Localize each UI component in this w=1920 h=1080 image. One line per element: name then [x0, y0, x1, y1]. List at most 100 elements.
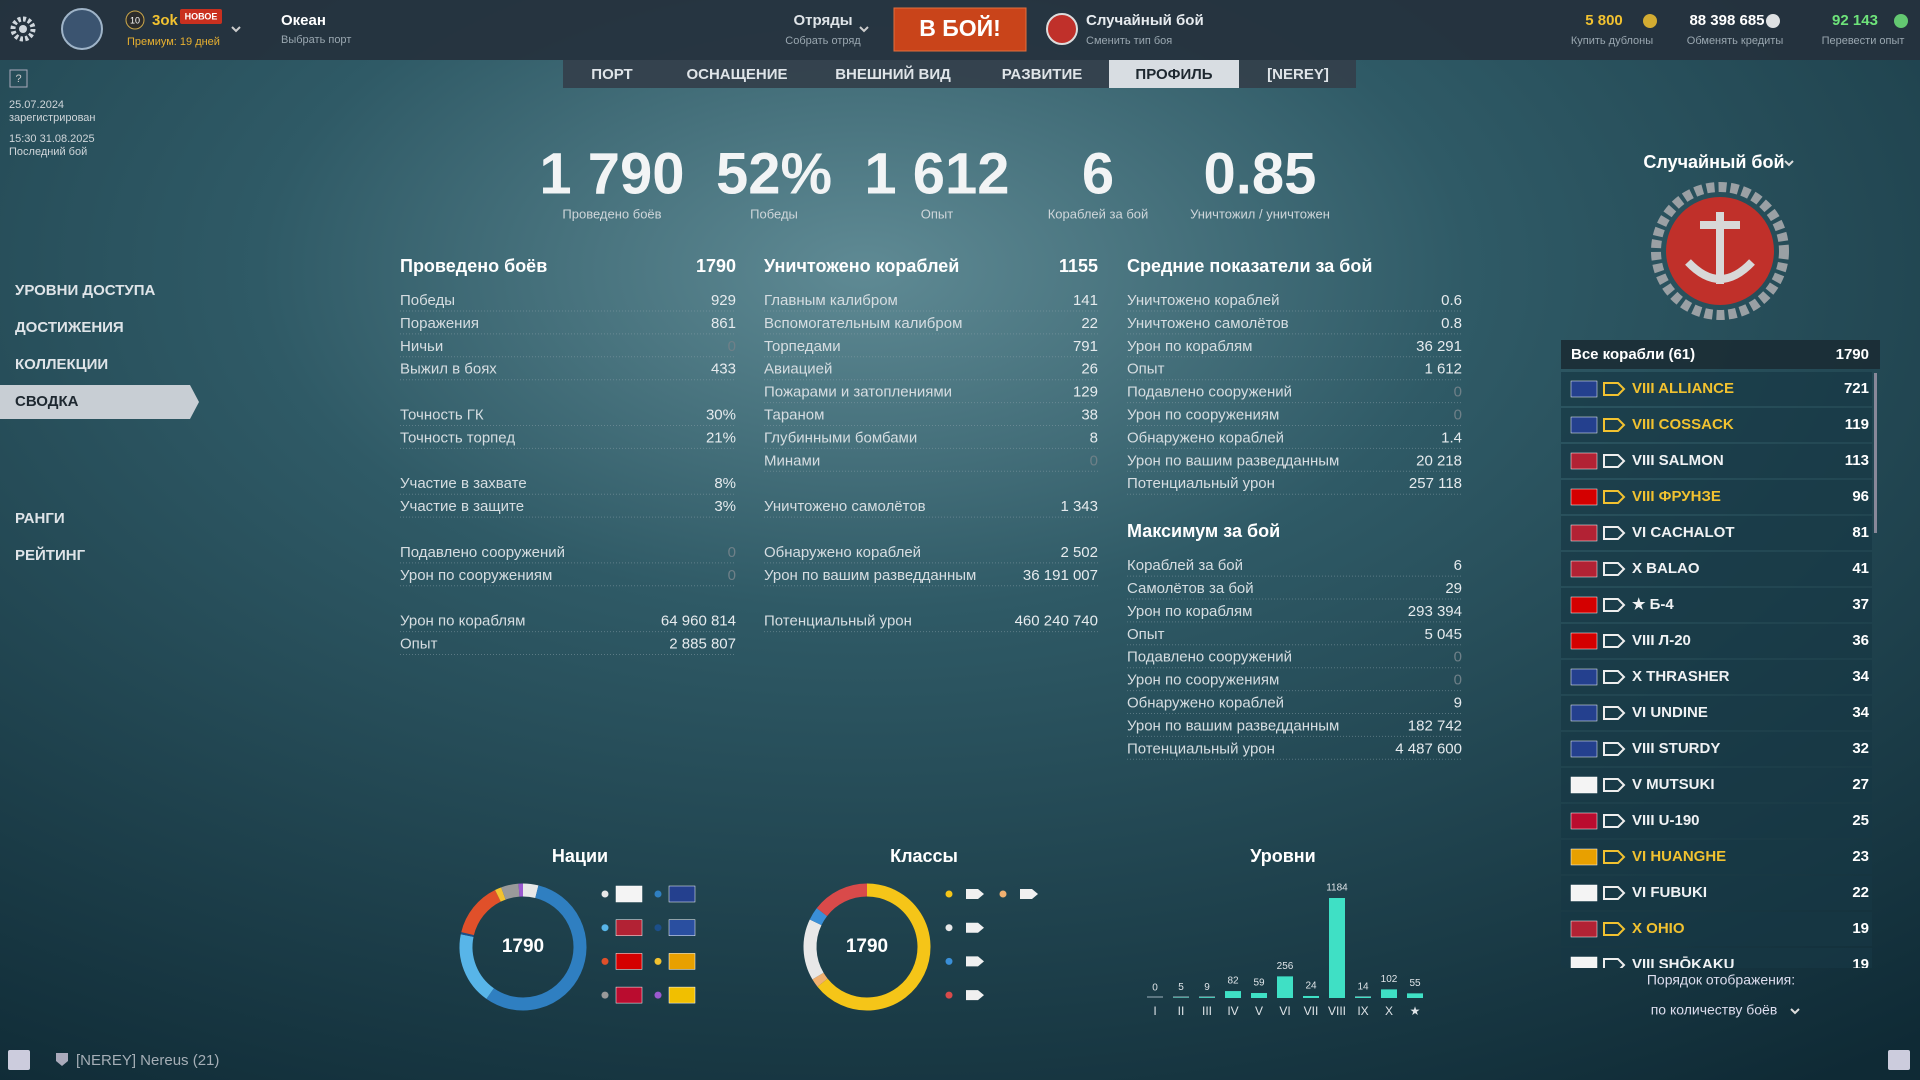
help[interactable]: ? — [15, 73, 21, 85]
avatar[interactable] — [61, 8, 103, 50]
account-name[interactable]: 3ok — [152, 12, 179, 29]
flag — [1570, 848, 1598, 866]
bar-base — [1147, 996, 1163, 998]
currency-action[interactable]: Купить дублоны — [1571, 35, 1653, 47]
ship-name: VIII COSSACK — [1632, 416, 1734, 433]
tab[interactable]: ПРОФИЛЬ — [1135, 66, 1212, 83]
battle-type-title[interactable]: Случайный бой — [1086, 12, 1204, 29]
ship-row[interactable] — [1561, 840, 1872, 874]
class-icon — [1603, 634, 1626, 648]
ship-row[interactable] — [1561, 372, 1872, 406]
flag — [1570, 812, 1598, 830]
ship-row[interactable] — [1561, 588, 1872, 622]
ship-row[interactable] — [1561, 732, 1872, 766]
settings-icon[interactable] — [10, 16, 36, 42]
donut-segment — [459, 934, 495, 999]
tab[interactable]: [NEREY] — [1267, 66, 1329, 83]
list-header-label: Все корабли (61) — [1571, 346, 1695, 363]
stat-label: Вспомогательным калибром — [764, 315, 962, 332]
stat-label: Глубинными бомбами — [764, 429, 917, 446]
battle-button-text[interactable]: В БОЙ! — [919, 14, 1001, 41]
ship-row[interactable] — [1561, 624, 1872, 658]
donut-segment — [501, 883, 520, 900]
stat-value: 0 — [728, 544, 736, 561]
class-icon — [1603, 778, 1626, 792]
bar-label: 59 — [1253, 978, 1265, 989]
stat-label: Пожарами и затоплениями — [764, 384, 952, 401]
class-icon — [1603, 850, 1626, 864]
menu-item[interactable]: РЕЙТИНГ — [15, 546, 86, 564]
ship-row[interactable] — [1561, 480, 1872, 514]
bar-label: 9 — [1204, 982, 1210, 993]
stat-label: Торпедами — [764, 338, 841, 355]
menu-item[interactable]: КОЛЛЕКЦИИ — [15, 356, 108, 373]
ship-name: VI FUBUKI — [1632, 884, 1707, 901]
ship-name: VI UNDINE — [1632, 704, 1708, 721]
stat-value: 22 — [1081, 315, 1098, 332]
tab[interactable]: ПОРТ — [591, 66, 632, 83]
currency-action[interactable]: Обменять кредиты — [1687, 35, 1784, 47]
menu-item[interactable]: УРОВНИ ДОСТУПА — [15, 282, 156, 299]
ship-row[interactable] — [1561, 696, 1872, 730]
stat-value: 36 291 — [1416, 338, 1462, 355]
active-tab — [1109, 60, 1239, 88]
division-title[interactable]: Отряды — [793, 12, 852, 29]
ship-row[interactable] — [1561, 876, 1872, 910]
chevron[interactable] — [859, 26, 869, 33]
clan[interactable]: [NEREY] Nereus (21) — [76, 1052, 219, 1069]
flag — [1570, 668, 1598, 686]
legend-dot — [945, 890, 953, 898]
help-box[interactable] — [9, 69, 28, 88]
donut-segment — [812, 972, 828, 987]
ship-row[interactable] — [1561, 912, 1872, 946]
tab[interactable]: ВНЕШНИЙ ВИД — [835, 65, 951, 83]
port-title[interactable]: Океан — [281, 12, 326, 29]
chevron[interactable] — [231, 26, 241, 33]
chat-icon[interactable] — [8, 1050, 30, 1070]
class-icon — [1603, 670, 1626, 684]
currency-action[interactable]: Перевести опыт — [1822, 35, 1905, 47]
battle-type-icon[interactable] — [1046, 13, 1078, 45]
stat-value: 3% — [714, 498, 736, 515]
ship-row[interactable] — [1561, 660, 1872, 694]
menu-item[interactable]: СВОДКА — [15, 393, 79, 410]
menu-item[interactable]: ДОСТИЖЕНИЯ — [15, 319, 124, 336]
stat-value: 0.8 — [1441, 315, 1462, 332]
stat-label: Минами — [764, 452, 820, 469]
chevron[interactable] — [1790, 1008, 1800, 1015]
ship-row[interactable] — [1561, 444, 1872, 478]
ship-row[interactable] — [1561, 948, 1872, 982]
chevron[interactable] — [1784, 160, 1794, 167]
bar — [1303, 995, 1319, 998]
tab[interactable]: РАЗВИТИЕ — [1002, 66, 1082, 83]
menu-item[interactable]: РАНГИ — [15, 510, 65, 527]
stat-label: Потенциальный урон — [764, 613, 912, 630]
ship-row[interactable] — [1561, 804, 1872, 838]
tab[interactable]: ОСНАЩЕНИЕ — [686, 66, 787, 83]
sort-value[interactable]: по количеству боёв — [1651, 1002, 1778, 1018]
ship-row[interactable] — [1561, 552, 1872, 586]
battle-button[interactable] — [893, 7, 1027, 52]
summary-value: 6 — [1082, 141, 1114, 206]
donut-segment — [816, 883, 868, 917]
ship-battles: 25 — [1852, 812, 1869, 829]
stat-label: Победы — [400, 292, 455, 309]
class-icon — [1603, 886, 1626, 900]
scrollbar[interactable] — [1874, 373, 1877, 533]
class-icon — [1603, 742, 1626, 756]
ship-battles: 81 — [1852, 524, 1869, 541]
legend-dot — [999, 890, 1007, 898]
flag — [1570, 416, 1598, 434]
ship-row[interactable] — [1561, 516, 1872, 550]
stat-value: 1 612 — [1424, 361, 1462, 378]
ship-row[interactable] — [1561, 408, 1872, 442]
level: 10 — [130, 15, 140, 25]
mode-title[interactable]: Случайный бой — [1643, 152, 1784, 172]
ship-name: VI CACHALOT — [1632, 524, 1735, 541]
stat-label: Урон по вашим разведданным — [1127, 452, 1339, 469]
summary-value: 0.85 — [1204, 141, 1317, 206]
notification-icon[interactable] — [1888, 1050, 1910, 1070]
ship-row[interactable] — [1561, 768, 1872, 802]
stat-value: 9 — [1454, 694, 1462, 711]
